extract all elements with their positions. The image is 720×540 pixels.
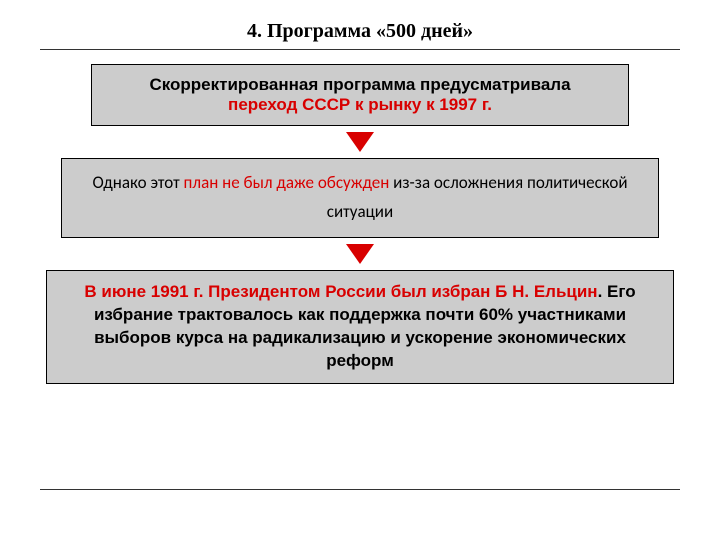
box3-red: В июне 1991 г. Президентом России был из…: [84, 282, 597, 301]
box2-red: план не был даже обсужден: [184, 172, 394, 193]
slide-title: 4. Программа «500 дней»: [247, 20, 473, 42]
box1-line2: переход СССР к рынку к 1997 г.: [228, 95, 492, 114]
box-plan-not-discussed: Однако этот план не был даже обсужден из…: [61, 158, 659, 238]
box1-line1: Скорректированная программа предусматрив…: [149, 75, 570, 94]
arrow-2-wrap: [40, 244, 680, 264]
arrow-down-icon: [346, 132, 374, 152]
title-divider: 4. Программа «500 дней»: [40, 20, 680, 50]
arrow-1-wrap: [40, 132, 680, 152]
box-yeltsin-election: В июне 1991 г. Президентом России был из…: [46, 270, 674, 384]
box-program-adjusted: Скорректированная программа предусматрив…: [91, 64, 629, 126]
footer-divider: [40, 489, 680, 490]
box2-pre: Однако этот: [92, 172, 183, 193]
arrow-down-icon: [346, 244, 374, 264]
